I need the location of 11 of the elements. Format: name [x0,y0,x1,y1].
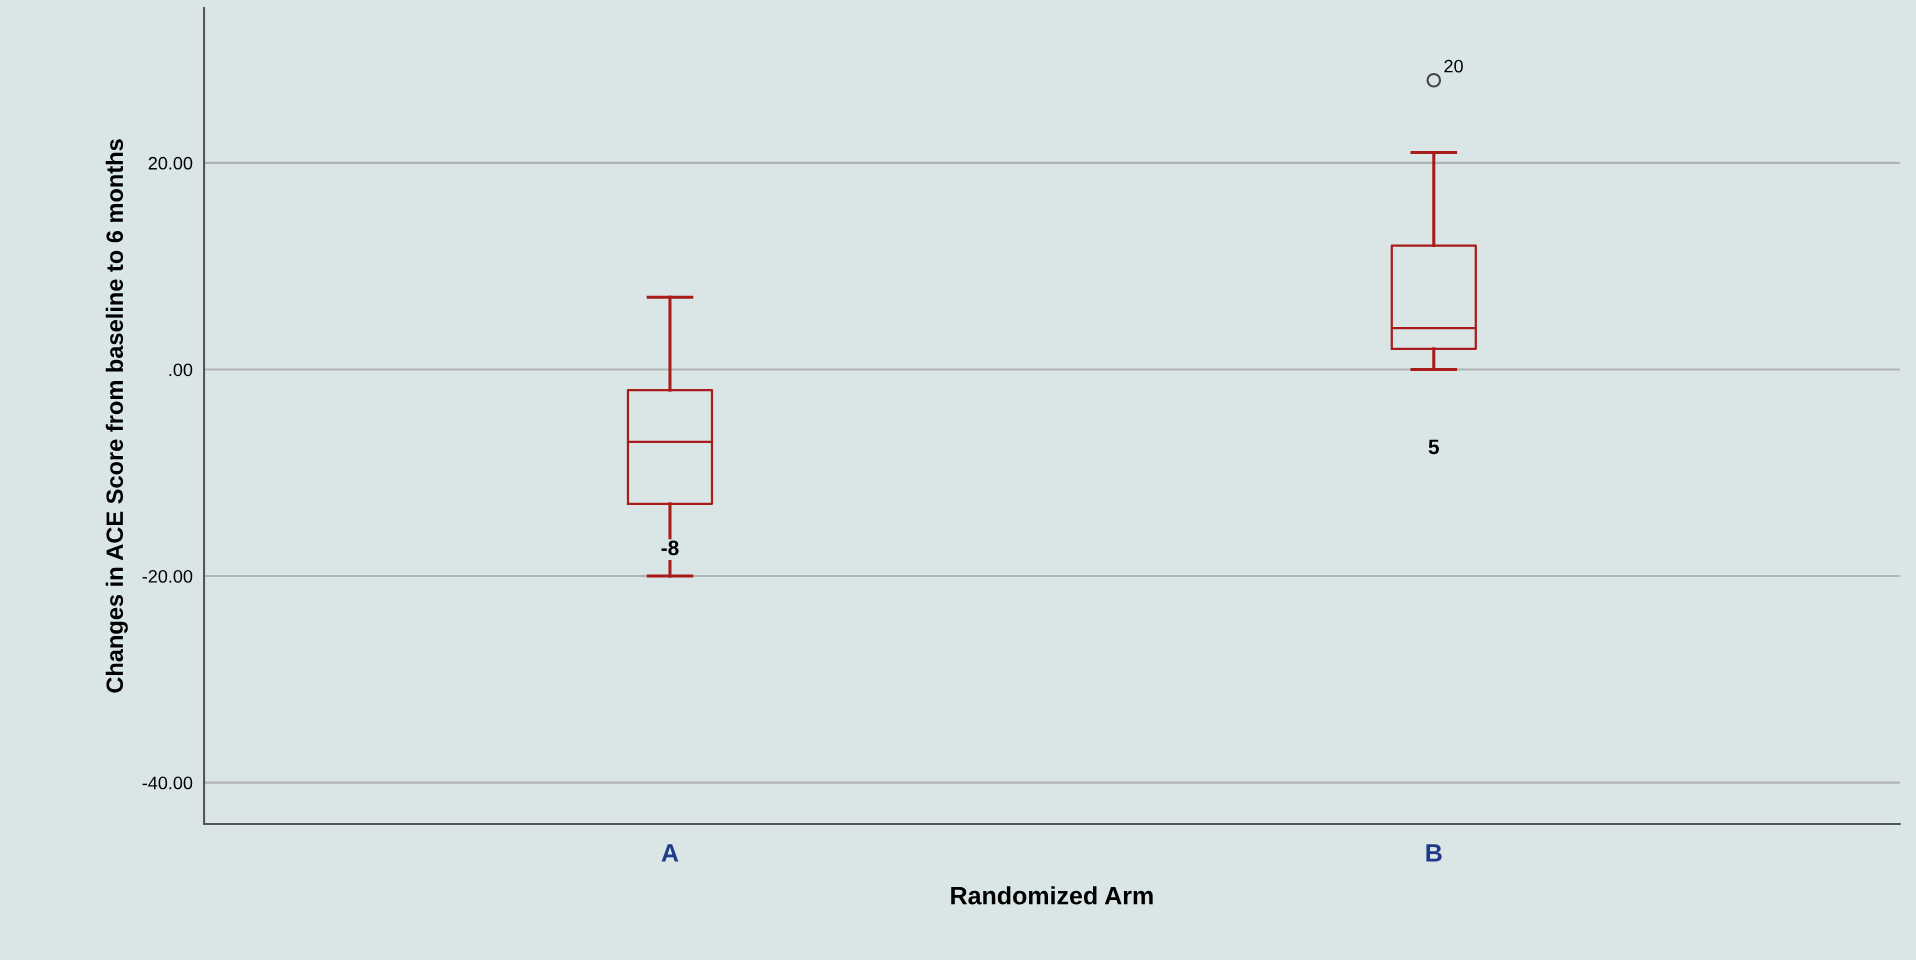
x-tick-label: A [661,844,679,862]
y-tick-label: -20.00 [142,570,193,583]
y-tick-label: -40.00 [142,776,193,790]
annotation: 20 [1444,59,1463,73]
x-tick-label: B [1426,844,1442,862]
y-axis-title: Changes in ACE Score from baseline to 6 months [105,139,128,693]
x-axis-title: Randomized Arm [951,886,1153,905]
y-tick-label: .00 [169,363,193,377]
annotation: 5 [1428,439,1439,455]
annotation: -8 [661,540,679,556]
y-tick-label: 20.00 [148,156,193,170]
